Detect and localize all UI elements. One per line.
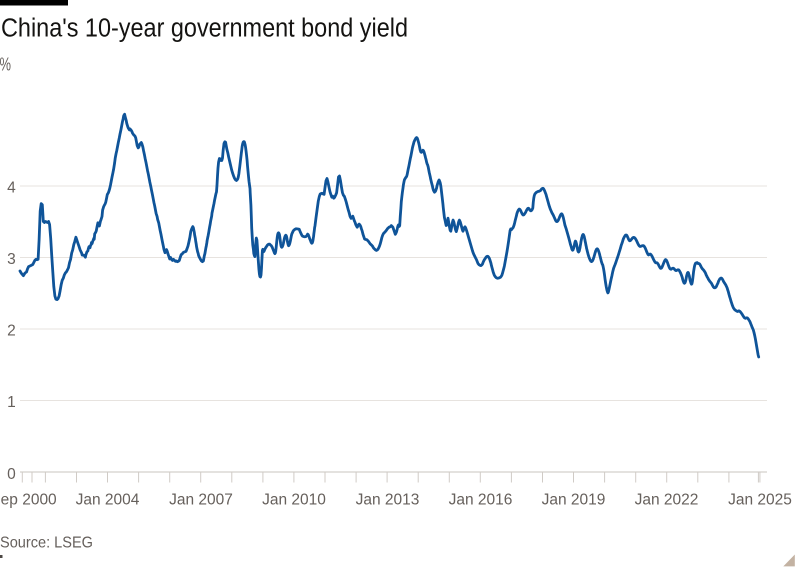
svg-text:Jan 2004: Jan 2004 — [76, 492, 140, 509]
svg-text:1: 1 — [7, 394, 16, 411]
svg-text:Jan 2025: Jan 2025 — [728, 492, 792, 509]
svg-text:Jan 2010: Jan 2010 — [262, 492, 326, 509]
svg-text:Jan 2007: Jan 2007 — [169, 492, 233, 509]
svg-text:0: 0 — [7, 466, 16, 483]
svg-text:3: 3 — [7, 251, 16, 268]
svg-text:Sep 2000: Sep 2000 — [0, 492, 57, 509]
svg-text:China's 10-year government bon: China's 10-year government bond yield — [1, 15, 408, 43]
svg-text:%: % — [0, 55, 11, 75]
svg-text:Jan 2013: Jan 2013 — [356, 492, 420, 509]
svg-text:2: 2 — [7, 323, 16, 340]
svg-text:Jan 2019: Jan 2019 — [542, 492, 606, 509]
svg-text:Jan 2022: Jan 2022 — [635, 492, 699, 509]
svg-text:Source: LSEG: Source: LSEG — [0, 535, 93, 552]
svg-text:4: 4 — [7, 180, 16, 197]
svg-text:Jan 2016: Jan 2016 — [449, 492, 513, 509]
